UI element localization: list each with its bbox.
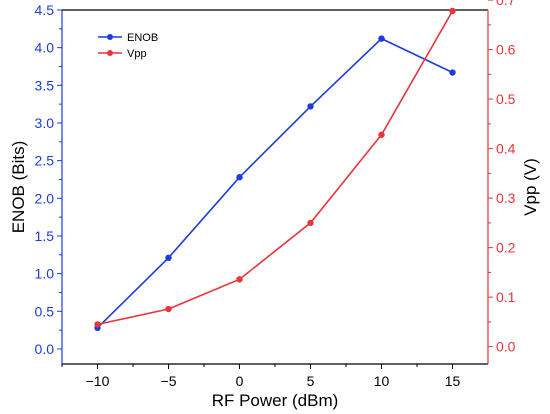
x-tick-label: 10 bbox=[374, 373, 390, 389]
x-tick-label: 5 bbox=[307, 373, 315, 389]
left-y-tick-label: 3.5 bbox=[35, 77, 55, 93]
right-y-tick-label: 0.7 bbox=[496, 0, 516, 8]
left-y-tick-label: 4.5 bbox=[35, 2, 55, 18]
axes-layer: −10 −5 0 5 10 15 0.0 0.5 1.0 1.5 2.0 2.5 3.0 3.5 4.0 4.… bbox=[9, 0, 540, 410]
enob-series-line bbox=[96, 37, 453, 329]
x-tick-label: 0 bbox=[236, 373, 244, 389]
left-y-tick-label: 1.5 bbox=[35, 228, 55, 244]
enob-data-point bbox=[165, 254, 172, 261]
left-y-tick-label: 0.5 bbox=[35, 303, 55, 319]
enob-data-point bbox=[307, 103, 314, 110]
left-y-tick-label: 2.0 bbox=[35, 190, 55, 206]
vpp-data-point bbox=[165, 305, 172, 313]
vpp-data-point bbox=[94, 321, 101, 328]
vpp-data-point bbox=[449, 7, 456, 15]
enob-legend-marker bbox=[107, 34, 113, 40]
enob-data-point bbox=[236, 174, 243, 181]
vpp-data-point bbox=[236, 276, 243, 283]
vpp-legend-marker bbox=[107, 50, 113, 56]
vpp-series-line bbox=[97, 10, 454, 326]
enob-data-point bbox=[378, 35, 385, 42]
right-y-tick-label: 0.0 bbox=[496, 339, 516, 355]
right-y-tick-label: 0.4 bbox=[496, 141, 516, 157]
left-y-tick-label: 1.0 bbox=[35, 266, 55, 282]
right-y-tick-label: 0.3 bbox=[496, 190, 516, 206]
legend: ENOB Vpp bbox=[98, 32, 158, 60]
right-y-axis-title: Vpp (V) bbox=[521, 158, 540, 216]
vpp-legend-label: Vpp bbox=[127, 48, 147, 60]
vpp-data-point bbox=[307, 219, 314, 227]
x-tick-label: −10 bbox=[86, 373, 110, 389]
right-y-tick-label: 0.2 bbox=[496, 240, 516, 256]
x-tick-label: −5 bbox=[161, 373, 177, 389]
left-y-axis-title: ENOB (Bits) bbox=[9, 141, 28, 234]
left-y-tick-label: 2.5 bbox=[35, 153, 55, 169]
series-layer bbox=[94, 7, 456, 332]
left-y-tick-label: 4.0 bbox=[35, 40, 55, 56]
vpp-data-point bbox=[378, 131, 385, 138]
right-y-tick-label: 0.5 bbox=[496, 91, 516, 107]
left-y-tick-label: 0.0 bbox=[35, 341, 55, 357]
right-y-tick-label: 0.1 bbox=[496, 289, 516, 305]
x-axis-title: RF Power (dBm) bbox=[212, 391, 339, 410]
right-y-tick-label: 0.6 bbox=[496, 42, 516, 58]
x-tick-label: 15 bbox=[445, 373, 461, 389]
enob-data-point bbox=[449, 69, 456, 76]
left-y-tick-label: 3.0 bbox=[35, 115, 55, 131]
enob-legend-label: ENOB bbox=[127, 32, 158, 44]
